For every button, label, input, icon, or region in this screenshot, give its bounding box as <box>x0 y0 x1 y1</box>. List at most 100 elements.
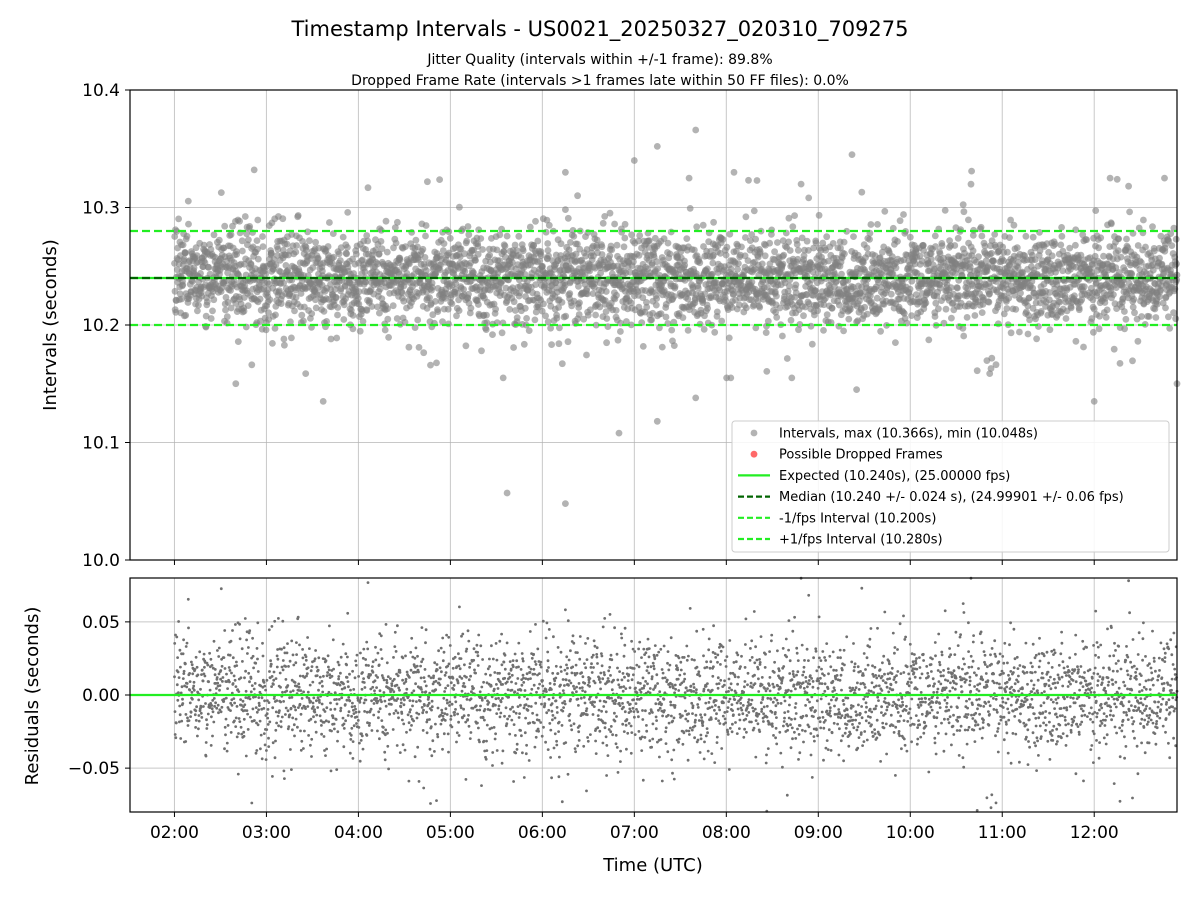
residual-point <box>244 669 248 673</box>
residual-point <box>272 683 275 686</box>
residual-point <box>364 658 367 661</box>
residual-point <box>373 689 376 693</box>
residual-point <box>224 696 228 700</box>
residual-point <box>265 749 268 752</box>
interval-point <box>171 233 179 240</box>
residual-point <box>354 710 358 714</box>
residual-point <box>371 660 375 664</box>
residual-point <box>274 739 277 743</box>
interval-point <box>785 238 792 246</box>
residual-point <box>337 677 340 681</box>
residual-point <box>217 711 220 715</box>
residual-point <box>367 664 370 667</box>
residual-point <box>401 718 404 722</box>
residual-point <box>365 710 369 714</box>
residual-point <box>349 738 353 741</box>
interval-point <box>293 242 300 249</box>
residual-point <box>276 657 280 661</box>
interval-point <box>562 312 570 320</box>
residual-point <box>329 769 333 773</box>
residual-point <box>287 665 290 668</box>
residual-point <box>424 628 428 632</box>
residual-point <box>417 712 421 716</box>
residual-point <box>249 677 253 680</box>
interval-point <box>748 278 756 286</box>
residual-point <box>398 751 402 754</box>
residual-point <box>224 717 228 721</box>
residual-point <box>251 636 255 640</box>
residual-point <box>320 732 323 736</box>
residual-point <box>259 733 263 737</box>
residual-point <box>362 647 366 651</box>
interval-point <box>545 221 553 229</box>
residual-point <box>199 687 202 691</box>
residual-point <box>345 663 348 667</box>
residual-point <box>339 655 343 659</box>
residual-point <box>411 704 414 708</box>
residual-point <box>326 671 329 674</box>
interval-point <box>1110 345 1118 353</box>
interval-point <box>948 314 955 322</box>
residual-point <box>358 741 361 745</box>
residual-point <box>399 698 403 701</box>
interval-point <box>175 215 183 223</box>
residual-point <box>200 668 204 672</box>
residual-point <box>405 670 409 674</box>
residual-point <box>232 674 236 678</box>
interval-point <box>489 331 496 338</box>
interval-point <box>564 214 572 222</box>
interval-point <box>611 220 618 228</box>
interval-point <box>280 335 288 343</box>
residual-point <box>323 710 327 713</box>
residual-point <box>218 684 222 687</box>
y-tick-label-top: 10.3 <box>82 199 120 219</box>
residual-point <box>351 757 355 760</box>
residual-point <box>414 682 417 686</box>
residual-point <box>374 645 377 649</box>
residual-point <box>244 754 248 758</box>
residual-point <box>288 659 292 663</box>
residual-point <box>230 703 234 707</box>
residual-point <box>357 675 360 678</box>
legend-label: Expected (10.240s), (25.00000 fps) <box>779 469 1010 484</box>
residual-point <box>210 704 214 707</box>
residual-point <box>408 676 411 679</box>
residual-point <box>435 668 439 672</box>
residual-point <box>279 685 282 689</box>
residual-point <box>293 734 296 738</box>
interval-outlier-point <box>319 398 327 405</box>
interval-point <box>544 240 552 247</box>
interval-point <box>343 250 350 258</box>
residual-point <box>269 662 273 666</box>
interval-point <box>465 290 472 298</box>
residual-point <box>336 730 340 734</box>
interval-point <box>925 336 933 344</box>
interval-point <box>779 332 786 340</box>
interval-point <box>1142 243 1149 251</box>
residual-point <box>284 706 288 710</box>
residual-point <box>343 703 347 706</box>
residual-point <box>397 716 400 720</box>
legend-label: Possible Dropped Frames <box>779 448 943 463</box>
interval-point <box>583 351 590 359</box>
residual-point <box>409 715 413 718</box>
residual-point <box>231 656 235 660</box>
residual-point <box>327 665 330 669</box>
interval-point <box>240 307 248 315</box>
interval-point <box>876 306 884 314</box>
residual-point <box>286 709 290 713</box>
residual-point <box>186 597 190 601</box>
interval-point <box>227 304 235 312</box>
residual-point <box>371 685 375 689</box>
residual-point <box>399 701 403 705</box>
residual-point <box>343 686 347 690</box>
interval-point <box>1117 253 1125 261</box>
residual-point <box>429 676 433 680</box>
residual-point <box>371 670 375 674</box>
residual-point <box>188 688 192 692</box>
residual-point <box>190 663 194 667</box>
residual-point <box>270 625 274 628</box>
interval-point <box>482 326 490 333</box>
interval-point <box>758 260 766 268</box>
residual-point <box>411 699 415 703</box>
